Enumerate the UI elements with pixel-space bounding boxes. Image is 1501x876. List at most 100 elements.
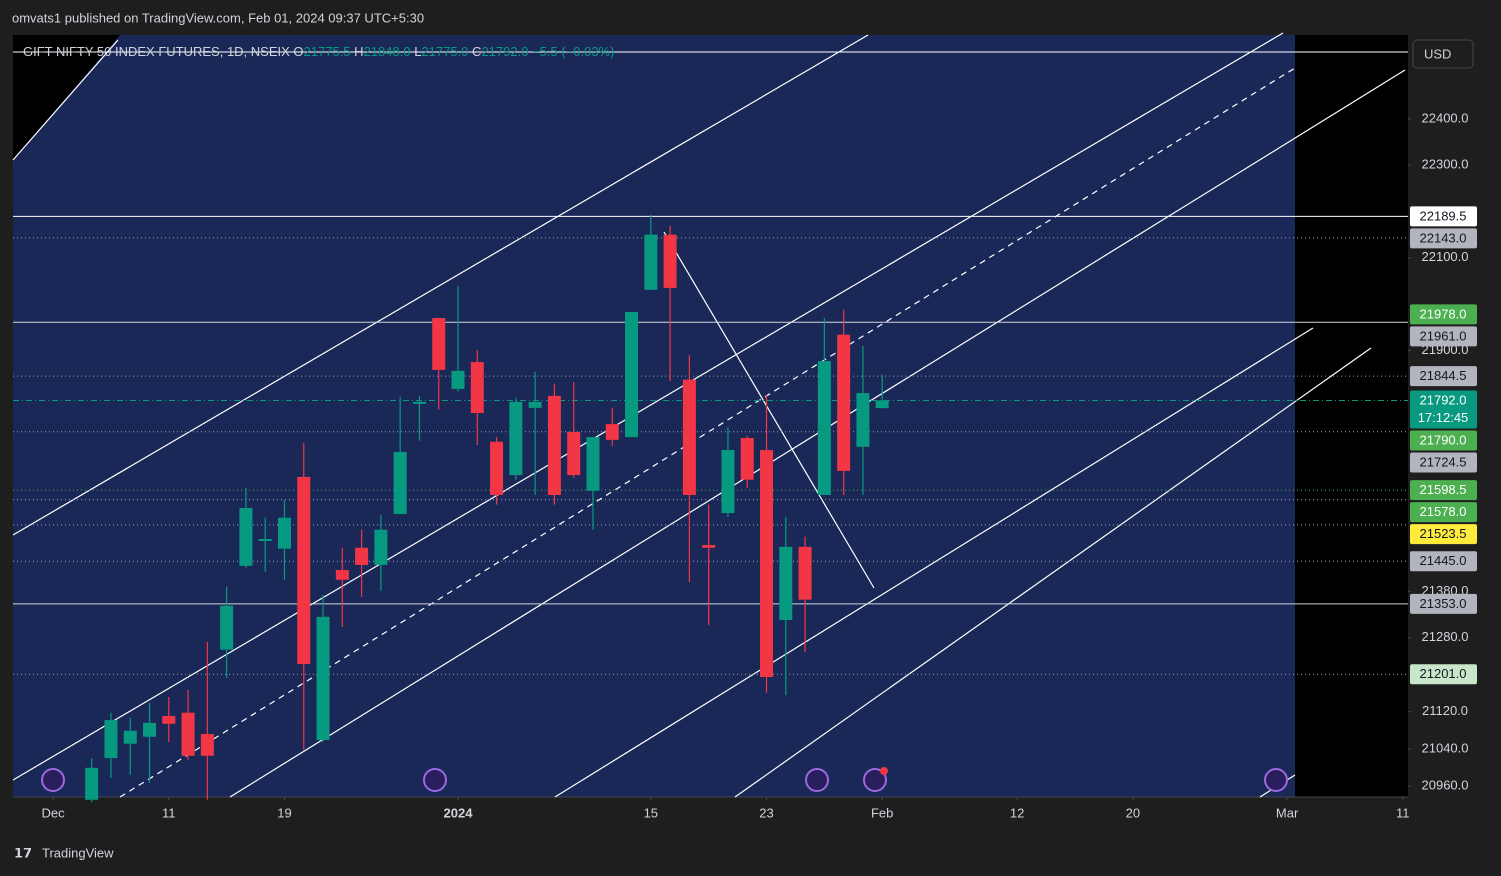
candle-body: [509, 401, 523, 476]
price-tag-label: 21353.0: [1420, 596, 1467, 611]
candle-body: [625, 312, 639, 438]
candle-body: [798, 546, 812, 600]
trend-line: [12, 39, 119, 161]
trend-line: [554, 327, 1314, 798]
candle-body: [220, 605, 234, 650]
plot-bg: [13, 35, 1295, 797]
x-tick-label: 12: [1010, 805, 1024, 820]
price-tag-label: 21598.5: [1420, 482, 1467, 497]
event-icon[interactable]: [805, 768, 829, 792]
candle-body: [644, 234, 658, 290]
candle-body: [470, 362, 484, 413]
price-tag-label: 21792.0: [1420, 392, 1467, 407]
o: 21775.5: [304, 44, 351, 59]
price-tag-label: 21790.0: [1420, 432, 1467, 447]
candle-body: [547, 395, 561, 495]
candle-body: [721, 450, 735, 514]
candle-body: [605, 424, 619, 440]
candle-body: [277, 517, 291, 549]
brand-mark: 𝟭𝟳: [14, 845, 32, 860]
x-tick-label: Mar: [1276, 805, 1299, 820]
price-tag-label: 22189.5: [1420, 208, 1467, 223]
currency-button[interactable]: [1412, 39, 1474, 69]
currency: USD: [1424, 46, 1451, 61]
event-dot: [880, 767, 888, 775]
event-icon[interactable]: [41, 768, 65, 792]
candle-body: [490, 441, 504, 495]
price-tag-label: 22143.0: [1420, 230, 1467, 245]
o-key: O: [293, 44, 303, 59]
event-icon[interactable]: [863, 768, 887, 792]
price-tag-label: 21978.0: [1420, 306, 1467, 321]
candle-body: [393, 451, 407, 514]
l-key: L: [414, 44, 421, 59]
event-icon[interactable]: [1264, 768, 1288, 792]
change: −5.5 (−0.03%): [532, 44, 614, 59]
countdown: 17:12:45: [1418, 410, 1469, 425]
x-tick-label: 23: [759, 805, 773, 820]
trend-lines: [12, 32, 1406, 798]
price-tag: [1410, 206, 1477, 227]
price-tag-label: 21724.5: [1420, 454, 1467, 469]
candle-body: [586, 437, 600, 491]
legend: GIFT NIFTY 50 INDEX FUTURES, 1D, NSEIX O…: [23, 44, 614, 59]
price-tag: [1410, 366, 1477, 387]
price-tag: [1410, 452, 1477, 473]
h: 21848.0: [364, 44, 411, 59]
candle-body: [297, 476, 311, 665]
trend-line: [12, 34, 869, 536]
y-tick-label: 22100.0: [1422, 249, 1469, 264]
event-icon[interactable]: [423, 768, 447, 792]
candle-body: [123, 730, 137, 744]
y-tick-label: 22400.0: [1422, 110, 1469, 125]
x-tick-label: 15: [644, 805, 658, 820]
candle-body: [740, 438, 754, 480]
candle-body: [104, 720, 118, 759]
price-tag-label: 21201.0: [1420, 666, 1467, 681]
price-tag: [1410, 502, 1477, 523]
price-tag: [1410, 524, 1477, 545]
future-area: [1295, 35, 1408, 797]
y-tick-label: 21040.0: [1422, 740, 1469, 755]
candle-body: [567, 431, 581, 476]
candle-body: [760, 450, 774, 678]
x-tick-label: 20: [1126, 805, 1140, 820]
published: omvats1 published on TradingView.com, Fe…: [12, 10, 424, 25]
trend-line: [229, 69, 1406, 798]
trend-line: [663, 231, 875, 589]
symbol: GIFT NIFTY 50 INDEX FUTURES, 1D, NSEIX: [23, 44, 290, 59]
y-tick-label: 21120.0: [1422, 703, 1468, 718]
candle-body: [817, 361, 831, 495]
x-tick-label: 2024: [444, 805, 474, 820]
price-tag-label: 21844.5: [1420, 368, 1467, 383]
price-tag: [1410, 430, 1477, 451]
h-key: H: [354, 44, 363, 59]
y-tick-label: 21280.0: [1422, 629, 1469, 644]
candle-body: [432, 318, 446, 370]
candle-body: [181, 712, 195, 756]
candle-body: [451, 370, 465, 389]
candle-body: [355, 547, 369, 565]
candle-body: [316, 616, 330, 741]
event-icons: [41, 768, 1288, 792]
candle-body: [528, 401, 542, 408]
candle-body: [702, 545, 716, 548]
candle-body: [85, 767, 99, 800]
candle-body: [239, 507, 253, 566]
candle-body: [875, 400, 889, 409]
price-tag: [1410, 480, 1477, 501]
price-tag: [1410, 326, 1477, 347]
trend-line: [12, 32, 1284, 781]
price-tag-label: 21523.5: [1420, 526, 1467, 541]
price-tag-label: 21578.0: [1420, 504, 1467, 519]
price-tag-label: 21961.0: [1420, 328, 1467, 343]
candle-body: [258, 538, 272, 541]
c-key: C: [472, 44, 481, 59]
price-tag: [1410, 228, 1477, 249]
brand: TradingView: [42, 845, 114, 860]
candle-body: [335, 570, 349, 580]
candle-body: [162, 715, 176, 724]
x-tick-label: 11: [162, 805, 176, 820]
price-tag: [1410, 664, 1477, 685]
